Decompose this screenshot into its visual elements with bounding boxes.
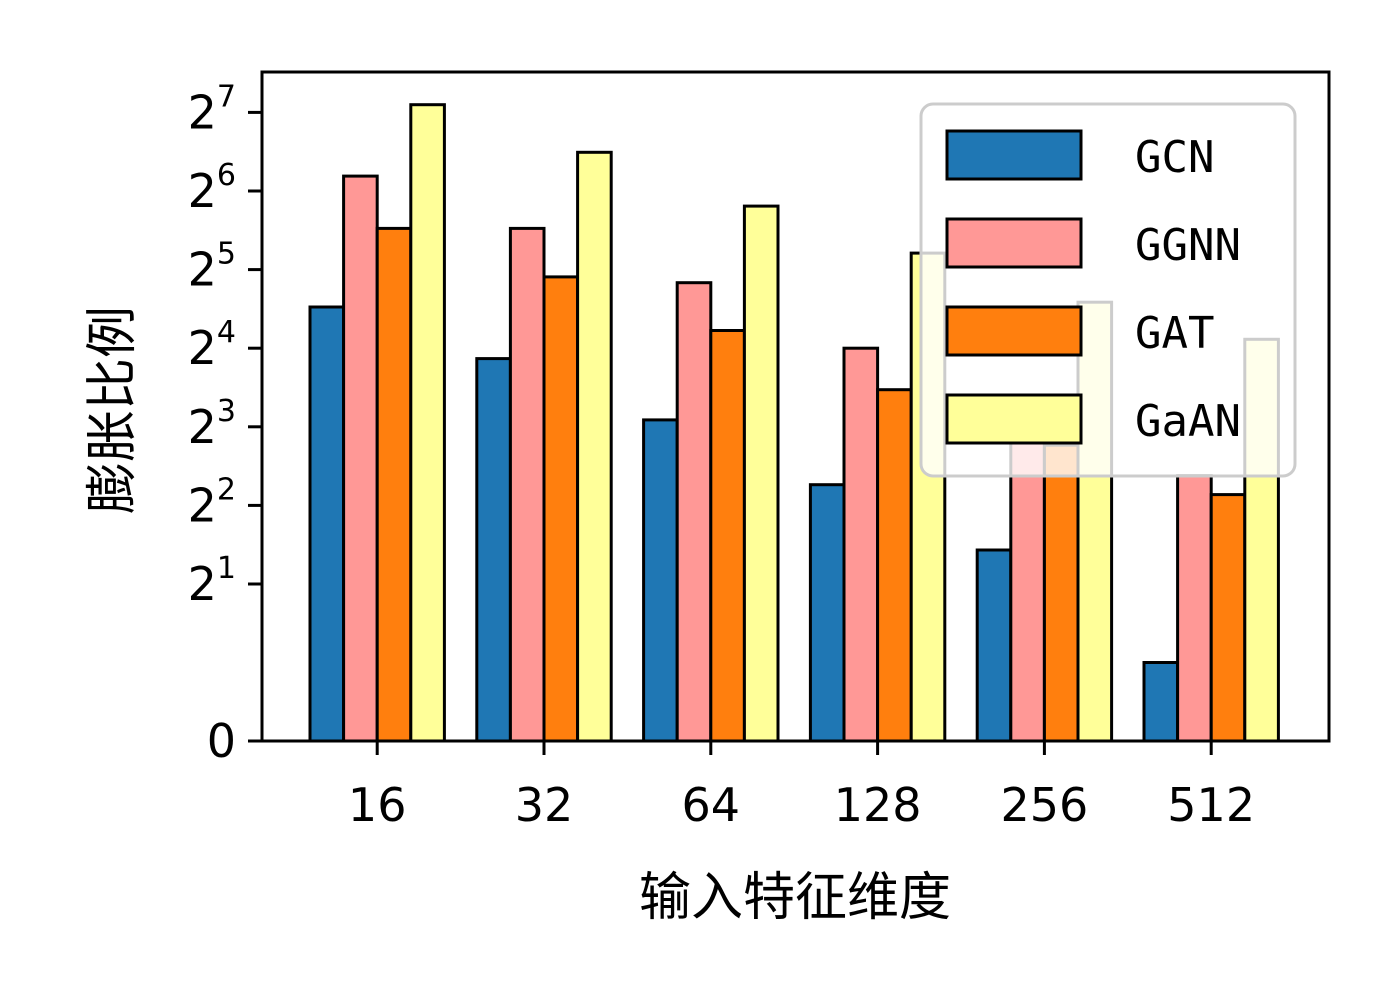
bar-gaan-32 — [576, 150, 613, 743]
bar-gcn-512 — [1142, 661, 1180, 743]
y-tick-label: 22 — [188, 472, 236, 532]
legend-swatch-gat — [945, 305, 1083, 357]
bar-gcn-16 — [308, 305, 346, 743]
x-axis-title: 输入特征维度 — [639, 868, 951, 928]
bar-gat-512 — [1209, 493, 1247, 743]
bar-gcn-128 — [808, 483, 846, 743]
bar-ggnn-128 — [842, 346, 880, 743]
y-tick-label: 26 — [188, 158, 236, 218]
bar-ggnn-64 — [675, 281, 713, 743]
bar-gcn-256 — [975, 548, 1013, 743]
x-tick-label: 32 — [515, 778, 574, 832]
legend-label-gcn: GCN — [1135, 132, 1214, 183]
legend-label-gat: GAT — [1135, 308, 1214, 359]
legend: GCN GGNN GAT GaAN — [919, 102, 1297, 478]
bar-ggnn-32 — [508, 226, 546, 743]
bar-gat-16 — [375, 226, 413, 743]
y-tick-label: 24 — [188, 315, 236, 375]
legend-swatch-gaan — [945, 393, 1083, 445]
y-axis-title: 膨胀比例 — [83, 306, 143, 514]
x-tick-label: 256 — [1000, 778, 1088, 832]
bar-gat-64 — [709, 329, 746, 743]
y-axis-ticks: 0 21 22 23 24 25 26 27 — [188, 79, 262, 768]
bar-gaan-16 — [409, 103, 446, 743]
legend-swatch-ggnn — [945, 217, 1083, 269]
bar-gat-32 — [542, 275, 580, 743]
x-tick-label: 64 — [682, 778, 741, 832]
plot-frame — [260, 70, 1331, 743]
bar-gat-256 — [1042, 443, 1080, 743]
y-tick-label: 21 — [188, 551, 236, 611]
bar-gcn-64 — [642, 418, 679, 743]
bar-gat-128 — [876, 388, 913, 743]
bar-gcn-32 — [475, 357, 512, 743]
legend-swatch-gcn — [945, 129, 1083, 181]
legend-label-ggnn: GGNN — [1135, 220, 1241, 271]
x-tick-label: 16 — [348, 778, 407, 832]
x-tick-label: 512 — [1167, 778, 1255, 832]
legend-label-gaan: GaAN — [1135, 396, 1241, 447]
y-tick-label: 0 — [207, 714, 236, 768]
y-tick-label: 25 — [188, 237, 236, 297]
bar-gaan-64 — [742, 204, 780, 743]
y-tick-label: 23 — [188, 394, 236, 454]
y-tick-label: 27 — [188, 79, 236, 139]
bar-ggnn-16 — [342, 174, 379, 743]
bar-ggnn-512 — [1176, 474, 1213, 743]
x-axis-ticks: 16 32 64 128 256 512 — [348, 741, 1255, 832]
x-tick-label: 128 — [834, 778, 922, 832]
legend-box — [919, 102, 1297, 478]
